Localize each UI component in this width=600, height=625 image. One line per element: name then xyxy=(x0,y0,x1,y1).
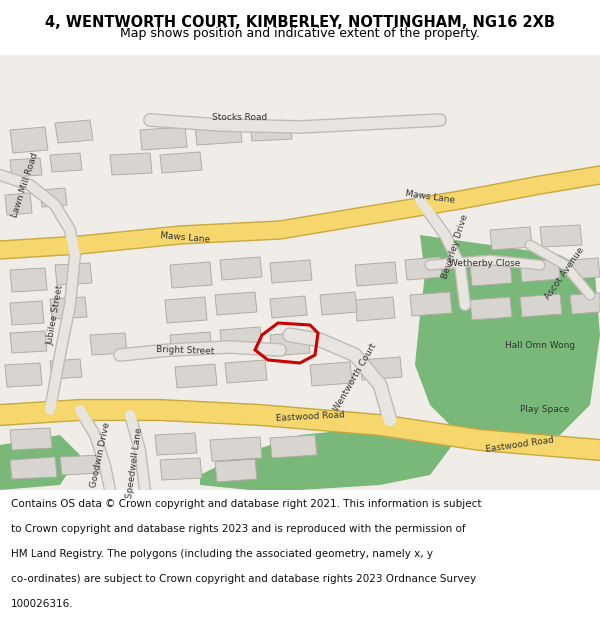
Text: Bright Street: Bright Street xyxy=(156,346,214,356)
Polygon shape xyxy=(90,333,127,355)
Polygon shape xyxy=(490,227,532,250)
Polygon shape xyxy=(310,362,352,386)
Polygon shape xyxy=(355,262,397,286)
Text: Eastwood Road: Eastwood Road xyxy=(275,411,344,423)
Text: Wetherby Close: Wetherby Close xyxy=(449,259,521,268)
Polygon shape xyxy=(540,225,582,247)
Polygon shape xyxy=(270,332,310,356)
Polygon shape xyxy=(10,158,42,177)
Polygon shape xyxy=(50,153,82,172)
Polygon shape xyxy=(175,364,217,388)
Text: to Crown copyright and database rights 2023 and is reproduced with the permissio: to Crown copyright and database rights 2… xyxy=(11,524,466,534)
Polygon shape xyxy=(170,262,212,288)
Text: Eastwood Road: Eastwood Road xyxy=(485,436,555,454)
Polygon shape xyxy=(210,437,262,461)
Text: 4, WENTWORTH COURT, KIMBERLEY, NOTTINGHAM, NG16 2XB: 4, WENTWORTH COURT, KIMBERLEY, NOTTINGHA… xyxy=(45,16,555,31)
Polygon shape xyxy=(55,120,93,143)
Polygon shape xyxy=(155,433,197,455)
Polygon shape xyxy=(5,193,32,215)
Polygon shape xyxy=(40,188,67,207)
Text: Jubilee Street: Jubilee Street xyxy=(45,284,65,346)
Polygon shape xyxy=(405,257,442,280)
Polygon shape xyxy=(570,293,600,314)
Polygon shape xyxy=(160,152,202,173)
Text: Contains OS data © Crown copyright and database right 2021. This information is : Contains OS data © Crown copyright and d… xyxy=(11,499,481,509)
Polygon shape xyxy=(140,127,187,150)
Polygon shape xyxy=(520,294,562,317)
Polygon shape xyxy=(270,296,307,318)
Polygon shape xyxy=(60,455,102,475)
Text: Ascot Avenue: Ascot Avenue xyxy=(544,245,586,301)
Polygon shape xyxy=(50,359,82,379)
Text: Maws Lane: Maws Lane xyxy=(404,189,455,205)
Text: Hall Omn Wong: Hall Omn Wong xyxy=(505,341,575,349)
Polygon shape xyxy=(250,121,292,141)
Polygon shape xyxy=(270,435,317,458)
Polygon shape xyxy=(200,425,460,490)
Polygon shape xyxy=(360,357,402,380)
Polygon shape xyxy=(50,297,87,319)
Text: Play Space: Play Space xyxy=(520,406,569,414)
Polygon shape xyxy=(10,268,47,292)
Polygon shape xyxy=(220,257,262,280)
Polygon shape xyxy=(5,363,42,387)
Polygon shape xyxy=(55,263,92,285)
Polygon shape xyxy=(10,301,44,325)
Polygon shape xyxy=(470,262,512,286)
Polygon shape xyxy=(195,122,242,145)
Text: Maws Lane: Maws Lane xyxy=(160,231,210,244)
Polygon shape xyxy=(220,327,262,350)
Polygon shape xyxy=(520,259,560,282)
Polygon shape xyxy=(415,235,600,445)
Polygon shape xyxy=(165,297,207,323)
Polygon shape xyxy=(215,292,257,315)
Text: Goodwin Drive: Goodwin Drive xyxy=(89,421,112,489)
Polygon shape xyxy=(270,260,312,283)
Text: Wentworth Court: Wentworth Court xyxy=(332,341,378,412)
Polygon shape xyxy=(110,153,152,175)
Polygon shape xyxy=(10,127,48,153)
Text: Stocks Road: Stocks Road xyxy=(212,114,268,122)
Polygon shape xyxy=(0,435,80,490)
Text: 100026316.: 100026316. xyxy=(11,599,73,609)
Polygon shape xyxy=(570,258,600,279)
Text: HM Land Registry. The polygons (including the associated geometry, namely x, y: HM Land Registry. The polygons (includin… xyxy=(11,549,433,559)
Polygon shape xyxy=(160,458,202,480)
Polygon shape xyxy=(170,332,212,356)
Polygon shape xyxy=(470,297,512,320)
Text: Speedwell Lane: Speedwell Lane xyxy=(125,427,145,499)
Text: Beverley Drive: Beverley Drive xyxy=(440,214,470,281)
Polygon shape xyxy=(225,360,267,383)
Polygon shape xyxy=(10,428,52,450)
Text: co-ordinates) are subject to Crown copyright and database rights 2023 Ordnance S: co-ordinates) are subject to Crown copyr… xyxy=(11,574,476,584)
Text: Map shows position and indicative extent of the property.: Map shows position and indicative extent… xyxy=(120,27,480,39)
Polygon shape xyxy=(320,292,357,315)
Polygon shape xyxy=(10,457,57,479)
Polygon shape xyxy=(355,297,395,321)
Polygon shape xyxy=(410,292,452,316)
Polygon shape xyxy=(215,459,257,482)
Text: Lawn Mill Road: Lawn Mill Road xyxy=(10,151,40,219)
Polygon shape xyxy=(10,331,47,353)
